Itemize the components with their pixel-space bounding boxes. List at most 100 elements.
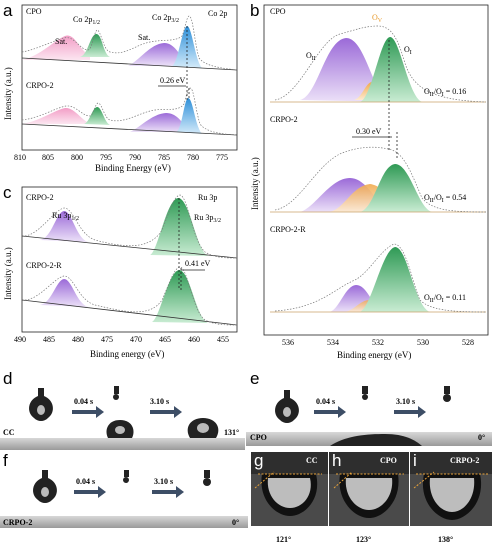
e-drop3 (443, 394, 451, 402)
g-angle: 121° (276, 535, 291, 544)
f-needle3 (204, 470, 210, 478)
a-top-co2p12-fill (80, 33, 110, 57)
d-drop2-top (113, 394, 119, 400)
panel-a: a 0.26 eV CPO Sat. Co 2p1/2 Sat. Co 2p3/… (3, 1, 238, 173)
f-t2: 3.10 s (154, 477, 173, 486)
a-bot-name: CRPO-2 (26, 81, 54, 90)
i-angle-line1 (413, 471, 435, 489)
d-drop3-highlight (197, 423, 209, 433)
e-drop1 (275, 390, 299, 423)
c-ylabel: Intensity (a.u.) (3, 247, 13, 300)
g-substrate (251, 452, 328, 474)
e-arrow1 (314, 406, 346, 418)
c-bot-ru32-fill (152, 270, 208, 323)
c-top-ru12-fill (40, 211, 88, 242)
f-t1: 0.04 s (76, 477, 95, 486)
h-angle: 123° (356, 535, 371, 544)
c-tick-3: 475 (101, 335, 113, 344)
c-tick-7: 455 (217, 335, 229, 344)
a-bot-baseline (21, 123, 238, 136)
panel-g: g CC 121° (251, 451, 328, 544)
b-xticks: 536 534 532 530 528 (282, 338, 474, 347)
d-t1: 0.04 s (74, 397, 93, 406)
panel-d: d 0.04 s 3.10 s CC 131° (0, 369, 245, 450)
c-tick-0: 490 (14, 335, 26, 344)
panel-d-tag: d (3, 369, 12, 388)
b-tick-2: 532 (372, 338, 384, 347)
c-top-ru32: Ru 3p3/2 (194, 213, 221, 224)
b-cpo-name: CPO (270, 7, 286, 16)
a-bot-co2p32-fill (176, 98, 202, 134)
c-xticks: 490 485 480 475 470 465 460 455 (14, 335, 229, 344)
c-tick-4: 470 (130, 335, 142, 344)
b-crpor-name: CRPO-2-R (270, 225, 306, 234)
c-bot-baseline (21, 299, 238, 326)
g-sample: CC (306, 456, 318, 465)
b-tick-1: 534 (327, 338, 339, 347)
a-tick-3: 795 (100, 153, 112, 162)
a-top-baseline (21, 57, 238, 71)
e-drop2 (362, 394, 368, 400)
b-cpo-ratio: OII/OI = 0.16 (424, 87, 466, 98)
panel-g-tag: g (254, 451, 263, 470)
i-angle: 138° (438, 535, 453, 544)
a-tick-5: 785 (158, 153, 170, 162)
e-needle3 (444, 386, 450, 394)
b-xlabel: Binding energy (eV) (337, 350, 411, 360)
f-drop1 (33, 470, 57, 503)
e-angle: 0° (478, 433, 485, 442)
panel-e-tag: e (250, 369, 259, 388)
f-drop3 (203, 478, 211, 486)
a-tick-0: 810 (14, 153, 26, 162)
panel-f-tag: f (3, 451, 8, 470)
f-sample: CRPO-2 (3, 518, 32, 527)
a-shift-label: 0.26 eV (160, 76, 186, 85)
a-tick-6: 780 (187, 153, 199, 162)
a-bot-raw (21, 87, 238, 136)
b-tick-0: 536 (282, 338, 294, 347)
a-top-co2p: Co 2p (208, 9, 227, 18)
b-tick-4: 528 (462, 338, 474, 347)
c-top-ru12: Ru 3p1/2 (52, 211, 79, 222)
a-top-sat1: Sat. (55, 37, 67, 46)
panel-e: e 0.04 s 3.10 s CPO 0° (246, 369, 492, 446)
f-arrow1 (74, 486, 106, 498)
h-angle-line1 (333, 471, 353, 489)
b-crpor-ratio: OII/OI = 0.11 (424, 293, 466, 304)
d-t2: 3.10 s (150, 397, 169, 406)
c-top-name: CRPO-2 (26, 193, 54, 202)
e-needle2 (362, 386, 368, 394)
b-tick-3: 530 (417, 338, 429, 347)
d-drop2-highlight (115, 426, 125, 434)
i-sample: CRPO-2 (450, 456, 479, 465)
c-top-ru3p: Ru 3p (198, 193, 217, 202)
e-t2: 3.10 s (396, 397, 415, 406)
e-sample: CPO (250, 433, 267, 442)
a-bot-sat1-fill (22, 107, 92, 124)
b-crpo-name: CRPO-2 (270, 115, 298, 124)
h-substrate (329, 452, 409, 474)
f-arrow2 (152, 486, 184, 498)
panel-i: i CRPO-2 138° (410, 451, 492, 544)
b-oii-label: OII (306, 51, 316, 62)
d-drop1-highlight (37, 405, 45, 415)
a-tick-4: 790 (129, 153, 141, 162)
b-ov-label: OV (372, 13, 383, 24)
c-tick-2: 480 (72, 335, 84, 344)
c-bot-raw (24, 266, 238, 326)
panel-h: h CPO 123° (329, 451, 409, 544)
i-substrate (410, 452, 492, 474)
g-angle-line1 (254, 471, 275, 489)
b-oi-label: OI (404, 45, 412, 56)
b-cpo-raw (274, 25, 487, 103)
panel-f: f 0.04 s 3.10 s CRPO-2 0° (0, 451, 248, 528)
a-bot-sat2-fill (130, 113, 192, 132)
f-angle: 0° (232, 518, 239, 527)
c-top-baseline (21, 235, 238, 259)
d-needle2 (114, 386, 119, 394)
a-top-co2p12: Co 2p1/2 (73, 15, 100, 26)
a-top-raw (21, 15, 238, 71)
panel-c-frame (21, 186, 238, 333)
d-arrow2 (150, 406, 182, 418)
c-bot-name: CRPO-2-R (26, 261, 62, 270)
